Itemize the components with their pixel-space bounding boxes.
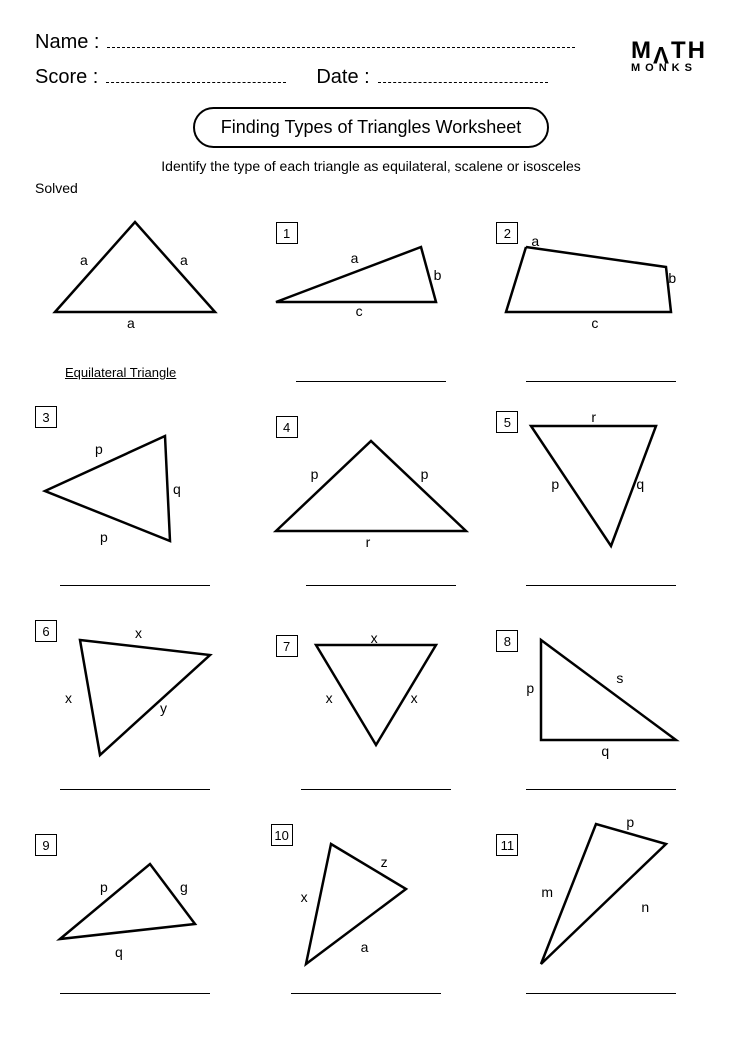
problem-11: 11pmn [496,814,707,994]
side-label: x [326,690,333,706]
triangle-shape [35,202,245,362]
side-label: q [636,476,644,492]
side-label: p [100,529,108,545]
side-label: q [173,481,181,497]
worksheet-subtitle: Identify the type of each triangle as eq… [35,158,707,174]
triangle-shape [496,406,706,566]
side-label: r [591,409,596,425]
triangle-shape [266,819,476,979]
answer-input-line[interactable] [301,789,451,790]
answer-input-line[interactable] [306,585,456,586]
problem-4: 4ppr [266,406,477,586]
side-label: q [115,944,123,960]
score-date-row: Score : Date : [35,66,575,90]
answer-input-line[interactable] [526,789,676,790]
side-label: z [381,854,388,870]
triangle-shape [266,202,476,362]
problem-6: 6xxy [35,610,246,790]
side-label: r [366,534,371,550]
side-label: p [526,680,534,696]
problem-10: 10xza [266,814,477,994]
side-label: p [95,441,103,457]
answer-input-line[interactable] [291,993,441,994]
answer-input-line[interactable] [60,789,210,790]
score-label: Score : [35,66,98,89]
side-label: c [591,315,598,331]
solved-example: a a a Equilateral Triangle [35,202,246,382]
problem-2: 2abc [496,202,707,382]
side-label: a [127,315,135,331]
problem-3: 3pqp [35,406,246,586]
side-label: s [616,670,623,686]
logo-a-icon: V [653,42,671,65]
name-label: Name : [35,31,99,54]
answer-input-line[interactable] [526,993,676,994]
logo-th: TH [671,37,707,64]
logo-m: M [631,37,653,64]
side-label: p [551,476,559,492]
name-row: Name : [35,30,575,54]
problem-8: 8psq [496,610,707,790]
problems-grid: aaaEquilateral Triangle1abc2abc3pqp4ppr5… [35,202,707,994]
solved-answer: Equilateral Triangle [65,365,176,380]
side-label: x [371,630,378,646]
side-label: m [541,884,553,900]
answer-input-line[interactable] [526,585,676,586]
triangle-shape [496,814,706,974]
side-label: a [361,939,369,955]
solved-label: Solved [35,180,707,196]
side-label: x [135,625,142,641]
side-label: p [626,814,634,830]
side-label: q [601,743,609,759]
side-label: x [301,889,308,905]
side-label: c [356,303,363,319]
name-input-line[interactable] [107,30,575,48]
side-label: p [311,466,319,482]
triangle-shape [35,824,245,984]
problem-5: 5rpq [496,406,707,586]
answer-input-line[interactable] [526,381,676,382]
side-label: a [80,252,88,268]
side-label: g [180,879,188,895]
side-label: a [531,233,539,249]
worksheet-title: Finding Types of Triangles Worksheet [193,107,550,148]
side-label: x [411,690,418,706]
problem-9: 9pgq [35,814,246,994]
side-label: p [100,879,108,895]
side-label: p [421,466,429,482]
answer-input-line[interactable] [60,585,210,586]
side-label: a [351,250,359,266]
problem-1: 1abc [266,202,477,382]
problem-7: 7xxx [266,610,477,790]
score-input-line[interactable] [106,66,286,84]
answer-input-line[interactable] [296,381,446,382]
side-label: x [65,690,72,706]
date-label: Date : [316,66,369,89]
brand-logo: MVTH MONKS [631,40,707,73]
side-label: a [180,252,188,268]
answer-input-line[interactable] [60,993,210,994]
triangle-shape [266,411,476,571]
date-input-line[interactable] [378,66,548,84]
side-label: y [160,700,167,716]
side-label: n [641,899,649,915]
triangle-shape [35,416,245,576]
side-label: b [434,267,442,283]
side-label: b [668,270,676,286]
